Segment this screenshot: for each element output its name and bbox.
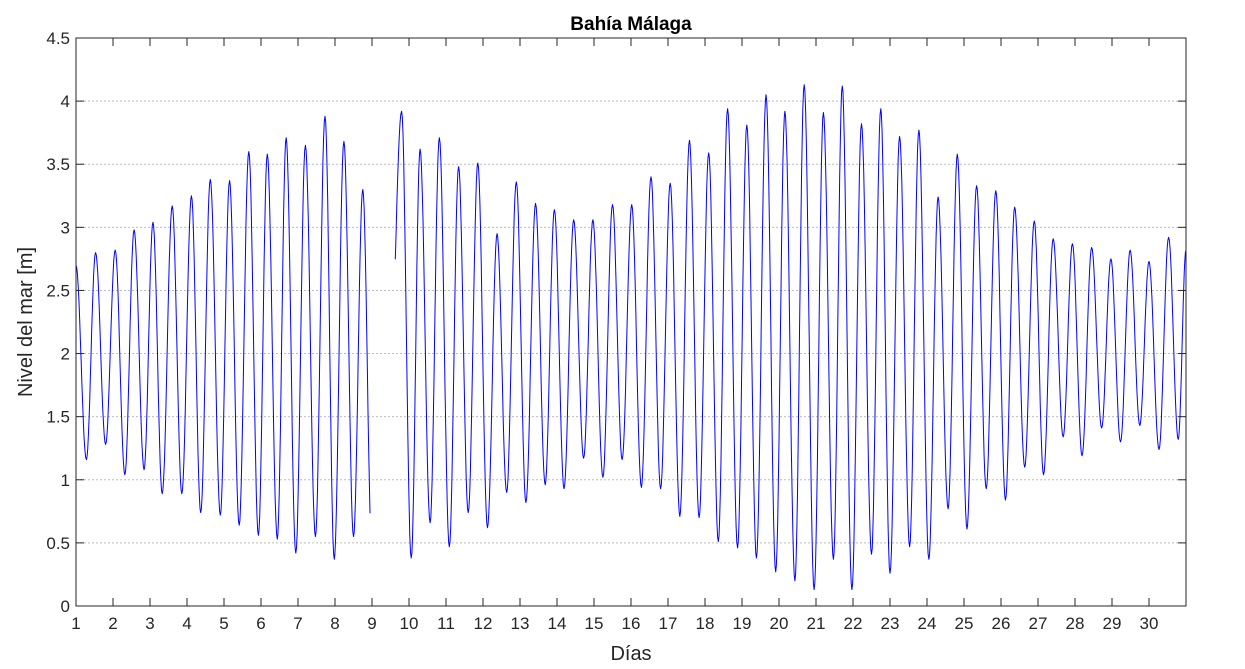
axis-ticks: 00.511.522.533.544.51 2 3 4 5 6 7 8 9 10 11 12 13 14 1…	[46, 29, 1186, 633]
x-tick-label: 24	[918, 614, 937, 633]
x-tick-label: 12	[474, 614, 493, 633]
x-tick-label: 1	[71, 614, 80, 633]
x-tick-label: 27	[1029, 614, 1048, 633]
y-tick-label: 2.5	[46, 281, 70, 300]
x-tick-label: 7	[293, 614, 302, 633]
x-tick-label: 15	[585, 614, 604, 633]
x-tick-label: 22	[844, 614, 863, 633]
x-tick-label: 20	[770, 614, 789, 633]
x-tick-label: 8	[330, 614, 339, 633]
x-tick-label: 16	[622, 614, 641, 633]
y-tick-label: 3.5	[46, 155, 70, 174]
x-tick-label: 19	[733, 614, 752, 633]
x-tick-label: 6	[256, 614, 265, 633]
x-tick-label: 13	[511, 614, 530, 633]
y-tick-label: 0.5	[46, 534, 70, 553]
sea-level-series-line	[75, 84, 1187, 591]
x-tick-label: 17	[659, 614, 678, 633]
x-axis-title: Días	[610, 643, 651, 665]
y-tick-label: 3	[61, 218, 70, 237]
x-tick-label: 23	[881, 614, 900, 633]
y-tick-label: 2	[61, 345, 70, 364]
x-tick-label: 25	[955, 614, 974, 633]
y-tick-label: 4.5	[46, 29, 70, 48]
x-tick-label: 11	[437, 614, 455, 633]
x-tick-label: 4	[182, 614, 191, 633]
y-tick-label: 1.5	[46, 408, 70, 427]
x-tick-label: 28	[1066, 614, 1085, 633]
x-tick-label: 5	[219, 614, 228, 633]
x-tick-label: 18	[696, 614, 715, 633]
y-tick-label: 4	[61, 92, 70, 111]
x-tick-label: 10	[400, 614, 419, 633]
x-tick-label: 9	[367, 614, 376, 633]
x-tick-label: 3	[145, 614, 154, 633]
y-tick-label: 0	[61, 597, 70, 616]
series-group	[75, 84, 1187, 591]
y-tick-label: 1	[61, 471, 70, 490]
x-tick-label: 21	[807, 614, 826, 633]
x-tick-label: 26	[992, 614, 1011, 633]
x-tick-label: 30	[1140, 614, 1159, 633]
chart-title: Bahía Málaga	[570, 14, 692, 35]
x-tick-label: 14	[548, 614, 567, 633]
x-tick-label: 2	[108, 614, 117, 633]
y-axis-title: Nivel del mar [m]	[15, 247, 37, 397]
x-tick-label: 29	[1103, 614, 1122, 633]
